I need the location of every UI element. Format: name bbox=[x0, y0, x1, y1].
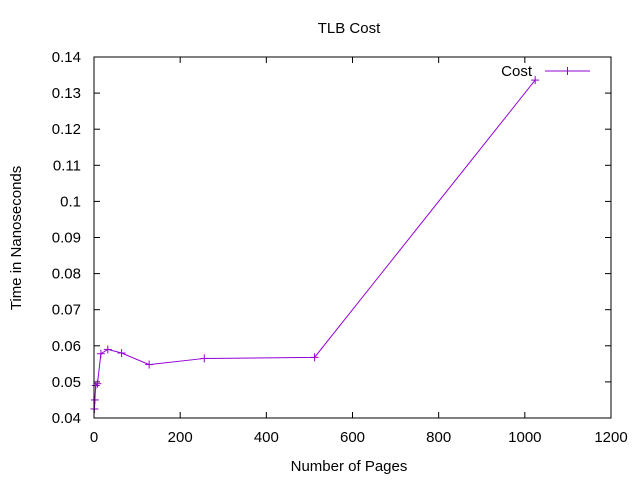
y-tick-label: 0.07 bbox=[52, 302, 81, 319]
x-tick-label: 1000 bbox=[508, 429, 541, 446]
legend-label-cost: Cost bbox=[501, 63, 533, 80]
x-tick-label: 1200 bbox=[594, 429, 627, 446]
x-tick-label: 200 bbox=[168, 429, 193, 446]
y-tick-label: 0.05 bbox=[52, 374, 81, 391]
legend: Cost bbox=[501, 63, 590, 80]
chart-title: TLB Cost bbox=[318, 20, 381, 37]
x-axis-label: Number of Pages bbox=[291, 458, 408, 475]
data-point bbox=[91, 381, 100, 390]
y-tick-label: 0.06 bbox=[52, 338, 81, 355]
data-point bbox=[96, 349, 105, 358]
x-tick-label: 800 bbox=[426, 429, 451, 446]
y-tick-label: 0.1 bbox=[60, 193, 81, 210]
y-axis-label: Time in Nanoseconds bbox=[8, 166, 25, 311]
y-tick-label: 0.13 bbox=[52, 85, 81, 102]
data-point bbox=[103, 345, 112, 354]
data-point bbox=[90, 395, 99, 404]
y-tick-label: 0.08 bbox=[52, 266, 81, 283]
data-point bbox=[200, 354, 209, 363]
y-axis-ticks: 0.04 0.05 0.06 0.07 0.08 0.09 0.1 0.11 0.12 0.13 0… bbox=[52, 49, 611, 427]
x-tick-label: 600 bbox=[340, 429, 365, 446]
y-tick-label: 0.14 bbox=[52, 49, 81, 66]
data-point bbox=[310, 353, 319, 362]
y-tick-label: 0.09 bbox=[52, 230, 81, 247]
y-tick-label: 0.04 bbox=[52, 410, 81, 427]
legend-marker-cost bbox=[563, 67, 572, 75]
plot-frame bbox=[93, 56, 612, 419]
data-point bbox=[531, 76, 540, 85]
data-point bbox=[145, 360, 154, 369]
data-point bbox=[117, 349, 126, 358]
x-axis-ticks: 0 200 400 600 800 1000 1200 bbox=[90, 57, 628, 446]
x-tick-label: 0 bbox=[90, 429, 98, 446]
data-point bbox=[93, 379, 102, 388]
series-layer bbox=[90, 76, 540, 413]
y-tick-label: 0.12 bbox=[52, 121, 81, 138]
y-tick-label: 0.11 bbox=[53, 157, 81, 174]
x-tick-label: 400 bbox=[254, 429, 279, 446]
